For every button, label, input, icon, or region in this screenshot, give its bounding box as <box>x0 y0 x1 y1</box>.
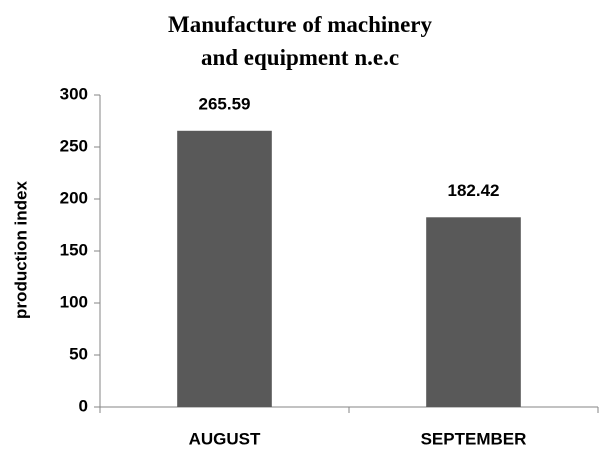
y-tick-label: 200 <box>60 188 88 207</box>
y-tick-label: 250 <box>60 136 88 155</box>
chart-title: Manufacture of machinery and equipment n… <box>167 12 433 70</box>
x-tick-label: SEPTEMBER <box>421 429 527 448</box>
y-tick-label: 0 <box>79 396 88 415</box>
data-label: 265.59 <box>199 94 251 113</box>
y-tick-label: 300 <box>60 84 88 103</box>
y-tick-label: 50 <box>69 344 88 363</box>
y-axis-label: production index <box>11 181 30 319</box>
y-tick-label: 100 <box>60 292 88 311</box>
y-tick-label: 150 <box>60 240 88 259</box>
x-tick-label: AUGUST <box>189 429 261 448</box>
bar <box>426 217 521 407</box>
bar <box>177 130 272 407</box>
data-label: 182.42 <box>448 181 500 200</box>
